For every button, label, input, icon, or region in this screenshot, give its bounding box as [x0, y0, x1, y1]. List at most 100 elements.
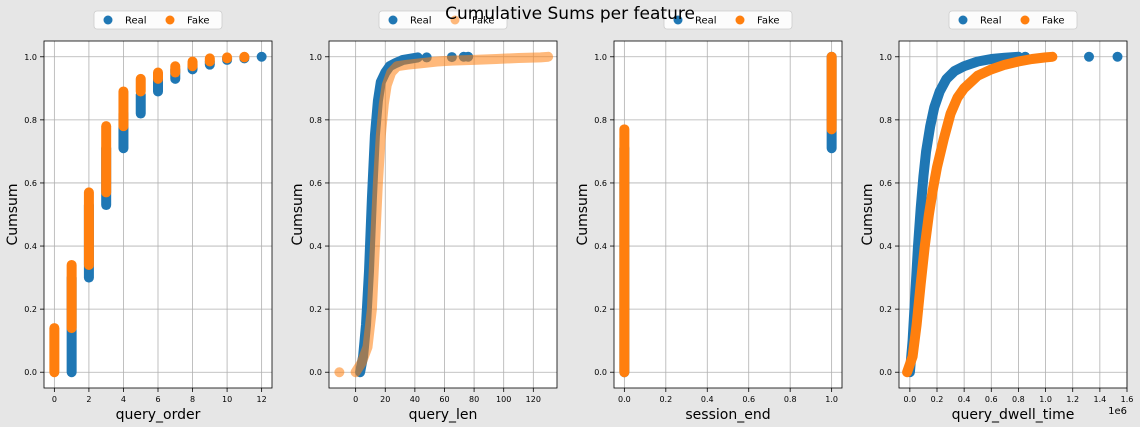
- legend-label: Fake: [1042, 16, 1065, 27]
- legend-item-fake: Fake: [1020, 15, 1065, 27]
- x-tick-label: 2: [86, 395, 91, 404]
- data-point: [334, 367, 345, 378]
- x-offset-text: 1e6: [1108, 406, 1127, 417]
- legend-item-real: Real: [388, 15, 432, 27]
- legend-marker: [673, 15, 683, 25]
- y-tick-label: 1.0: [879, 53, 892, 62]
- y-tick-label: 0.8: [309, 116, 322, 125]
- x-tick-label: 0.6: [985, 395, 998, 404]
- y-tick-label: 0.4: [309, 242, 322, 251]
- x-tick-label: 1.2: [1066, 395, 1079, 404]
- x-tick-label: 0.8: [784, 395, 797, 404]
- legend: Real Fake: [948, 10, 1078, 30]
- x-tick-label: 60: [439, 395, 449, 404]
- x-tick-label: 4: [121, 395, 126, 404]
- data-layer: [334, 51, 554, 378]
- y-tick-label: 0.8: [879, 116, 892, 125]
- plot-area: [614, 41, 842, 388]
- y-tick-label: 0.0: [309, 368, 322, 377]
- legend: Real Fake: [378, 10, 508, 30]
- x-tick-label: 12: [257, 395, 267, 404]
- x-tick-label: 0: [52, 395, 57, 404]
- y-tick-label: 0.6: [594, 179, 607, 188]
- subplot-session-end: 0.0 0.2 0.4 0.6 0.8 1.0 0.0 0.2 0.4 0.6 0.8 1.0 sess…: [575, 10, 843, 423]
- data-point: [1112, 51, 1123, 62]
- legend-marker: [388, 15, 398, 25]
- y-tick-label: 0.2: [594, 305, 607, 314]
- legend-box: [378, 10, 508, 30]
- x-axis-label: query_len: [409, 407, 478, 423]
- y-tick-label: 0.2: [24, 305, 37, 314]
- x-tick-label: 10: [222, 395, 232, 404]
- x-tick-label: 20: [380, 395, 390, 404]
- data-point: [256, 51, 267, 62]
- legend-label: Real: [125, 16, 147, 27]
- y-tick-label: 0.2: [879, 305, 892, 314]
- series-fake: [619, 51, 837, 378]
- subplot-query-order: 0 2 4 6 8 10 12 0.0 0.2 0.4 0.6 0.8 1.0 query_order Cu…: [5, 10, 273, 423]
- data-point: [1084, 51, 1094, 62]
- legend-label: Fake: [472, 16, 495, 27]
- data-layer: [619, 51, 837, 378]
- y-tick-label: 0.6: [24, 179, 37, 188]
- legend-label: Fake: [187, 16, 210, 27]
- x-tick-label: 0.8: [1012, 395, 1025, 404]
- x-tick-label: 6: [155, 395, 160, 404]
- y-tick-label: 0.4: [879, 242, 892, 251]
- x-tick-label: 1.6: [1121, 395, 1134, 404]
- data-layer: [902, 51, 1123, 378]
- axes-frame: [898, 40, 1128, 389]
- legend-box: [663, 10, 793, 30]
- legend-marker: [103, 15, 113, 25]
- y-tick-label: 1.0: [594, 53, 607, 62]
- x-tick-label: 120: [526, 395, 541, 404]
- y-tick-label: 0.4: [594, 242, 607, 251]
- x-tick-label: 0.4: [958, 395, 971, 404]
- series-fake: [902, 51, 1058, 378]
- legend-item-real: Real: [673, 15, 717, 27]
- x-tick-label: 100: [496, 395, 511, 404]
- y-tick-label: 0.0: [24, 368, 37, 377]
- legend-label: Real: [980, 16, 1002, 27]
- legend-item-fake: Fake: [165, 15, 210, 27]
- x-tick-label: 1.0: [1039, 395, 1052, 404]
- data-layer: [49, 51, 267, 378]
- legend-label: Real: [410, 16, 432, 27]
- x-tick-label: 0.2: [931, 395, 944, 404]
- x-tick-label: 8: [190, 395, 195, 404]
- x-tick-label: 0.0: [618, 395, 631, 404]
- axes-frame: [613, 40, 843, 389]
- legend-item-real: Real: [958, 15, 1002, 27]
- legend: Real Fake: [93, 10, 223, 30]
- legend-marker: [958, 15, 968, 25]
- point-curve: [902, 51, 1058, 378]
- x-tick-label: 80: [469, 395, 479, 404]
- subplot-query-dwell-time: 0.0 0.2 0.4 0.6 0.8 1.0 1.2 1.4 1.6 0.0 0.2 0.4 0.6 0…: [860, 10, 1134, 423]
- y-axis-label: Cumsum: [860, 183, 876, 245]
- y-tick-label: 0.8: [594, 116, 607, 125]
- y-axis-label: Cumsum: [5, 183, 21, 245]
- x-axis-label: query_order: [116, 407, 201, 423]
- y-tick-label: 0.4: [24, 242, 37, 251]
- y-tick-label: 0.0: [594, 368, 607, 377]
- y-axis-label: Cumsum: [290, 183, 306, 245]
- y-tick-label: 0.6: [309, 179, 322, 188]
- x-tick-label: 0.4: [701, 395, 714, 404]
- axes-frame: [328, 40, 558, 389]
- x-axis-label: query_dwell_time: [952, 407, 1075, 423]
- x-tick-label: 0.6: [742, 395, 755, 404]
- legend-item-fake: Fake: [735, 15, 780, 27]
- legend-label: Real: [695, 16, 717, 27]
- x-tick-label: 0.2: [659, 395, 672, 404]
- legend-marker: [1020, 15, 1030, 25]
- legend-marker: [450, 15, 460, 25]
- y-tick-label: 1.0: [24, 53, 37, 62]
- y-axis-label: Cumsum: [575, 183, 591, 245]
- legend-item-fake: Fake: [450, 15, 495, 27]
- legend-marker: [165, 15, 175, 25]
- series-fake: [334, 51, 554, 378]
- y-tick-label: 1.0: [309, 53, 322, 62]
- x-tick-label: 0.0: [903, 395, 916, 404]
- x-tick-label: 40: [410, 395, 420, 404]
- legend-label: Fake: [757, 16, 780, 27]
